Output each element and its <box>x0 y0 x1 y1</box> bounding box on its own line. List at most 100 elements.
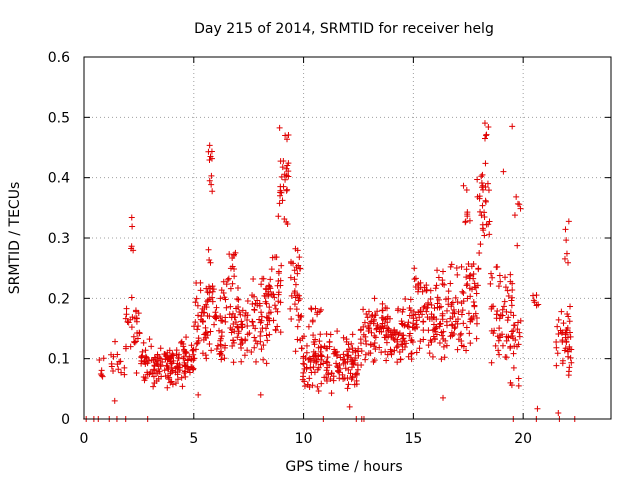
data-point <box>384 328 391 335</box>
data-point <box>281 171 288 178</box>
data-point <box>284 186 291 193</box>
data-point <box>291 276 298 283</box>
data-point <box>505 292 512 299</box>
data-point <box>157 363 164 370</box>
data-point <box>395 305 402 312</box>
data-point <box>424 314 431 321</box>
data-point <box>314 356 321 363</box>
y-tick-label: 0.3 <box>48 231 70 247</box>
data-point <box>448 261 455 268</box>
data-point <box>228 314 235 321</box>
data-point <box>275 213 282 220</box>
data-point <box>252 358 259 365</box>
data-point <box>244 312 251 319</box>
data-point <box>309 317 316 324</box>
data-point <box>164 363 171 370</box>
data-point <box>235 296 242 303</box>
data-point <box>469 286 476 293</box>
data-point <box>473 335 480 342</box>
data-point <box>434 294 441 301</box>
data-point <box>233 305 240 312</box>
data-point <box>195 337 202 344</box>
data-point <box>323 330 330 337</box>
data-point <box>381 322 388 329</box>
data-point <box>433 316 440 323</box>
data-point <box>387 346 394 353</box>
data-point <box>553 339 560 346</box>
data-point <box>257 333 264 340</box>
data-point <box>262 298 269 305</box>
data-point <box>222 342 229 349</box>
data-point <box>445 295 452 302</box>
data-point <box>505 314 512 321</box>
data-point <box>454 346 461 353</box>
data-point <box>296 254 303 261</box>
y-tick-label: 0.5 <box>48 110 70 126</box>
data-point <box>436 296 443 303</box>
data-point <box>553 362 560 369</box>
data-point <box>323 345 330 352</box>
data-point <box>320 360 327 367</box>
data-point <box>344 385 351 392</box>
data-point <box>562 345 569 352</box>
data-point <box>271 294 278 301</box>
data-point <box>295 297 302 304</box>
data-point <box>362 338 369 345</box>
data-point <box>244 297 251 304</box>
data-point <box>458 311 465 318</box>
data-point <box>161 367 168 374</box>
data-point <box>517 205 524 212</box>
data-point <box>463 187 470 194</box>
data-point <box>340 360 347 367</box>
data-point <box>166 374 173 381</box>
data-point <box>298 345 305 352</box>
data-point <box>484 180 491 187</box>
data-point <box>458 337 465 344</box>
data-point <box>477 208 484 215</box>
data-point <box>499 306 506 313</box>
data-point <box>229 310 236 317</box>
data-point <box>352 371 359 378</box>
data-point <box>235 328 242 335</box>
data-point <box>232 319 239 326</box>
data-point <box>566 318 573 325</box>
data-point <box>306 375 313 382</box>
data-point <box>178 338 185 345</box>
data-point <box>349 331 356 338</box>
data-point <box>144 360 151 367</box>
data-point <box>251 344 258 351</box>
data-point <box>445 288 452 295</box>
data-point <box>276 200 283 207</box>
data-point <box>561 255 568 262</box>
data-point <box>564 348 571 355</box>
data-point <box>454 299 461 306</box>
data-point <box>282 176 289 183</box>
data-point <box>559 337 566 344</box>
data-point <box>563 250 570 257</box>
data-point <box>199 318 206 325</box>
data-point <box>390 335 397 342</box>
data-point <box>403 340 410 347</box>
data-point <box>499 312 506 319</box>
data-point <box>565 353 572 360</box>
data-point <box>470 261 477 268</box>
data-point <box>496 315 503 322</box>
data-point <box>153 370 160 377</box>
data-point <box>284 220 291 227</box>
data-point <box>492 342 499 349</box>
data-point <box>559 357 566 364</box>
data-point <box>481 214 488 221</box>
data-point <box>394 343 401 350</box>
data-point <box>568 359 575 366</box>
data-point <box>370 358 377 365</box>
data-point <box>462 218 469 225</box>
data-point <box>476 249 483 256</box>
data-point <box>417 338 424 345</box>
data-point <box>493 311 500 318</box>
data-point <box>394 336 401 343</box>
data-point <box>205 246 212 253</box>
data-point <box>499 342 506 349</box>
data-point <box>242 312 249 319</box>
data-point <box>239 321 246 328</box>
data-point <box>257 319 264 326</box>
